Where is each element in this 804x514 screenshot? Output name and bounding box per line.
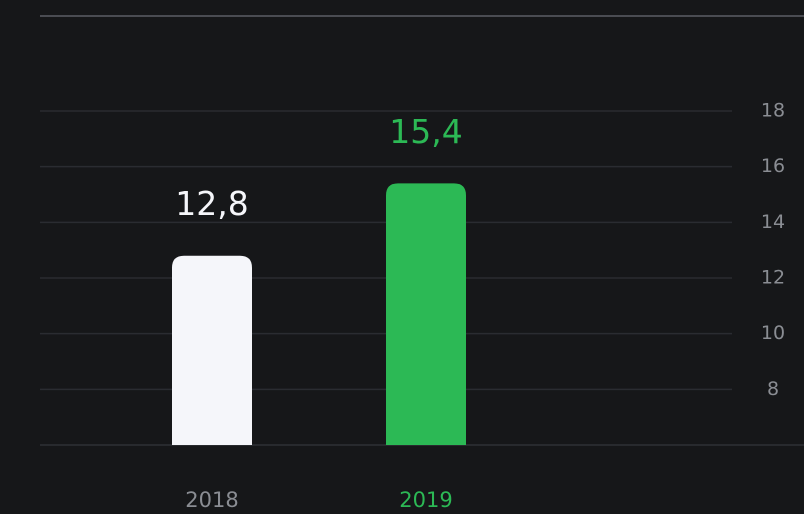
y-tick-label: 16 xyxy=(761,155,785,177)
x-tick-label: 2018 xyxy=(185,488,238,512)
bar xyxy=(386,183,466,445)
x-tick-label: 2019 xyxy=(399,488,452,512)
y-tick-label: 14 xyxy=(761,211,785,233)
y-tick-label: 8 xyxy=(767,378,779,400)
bar xyxy=(172,255,252,445)
y-tick-label: 18 xyxy=(761,100,785,122)
y-tick-label: 12 xyxy=(761,267,785,289)
y-tick-label: 10 xyxy=(761,322,785,344)
value-label: 12,8 xyxy=(175,184,248,223)
value-label: 15,4 xyxy=(389,112,462,151)
